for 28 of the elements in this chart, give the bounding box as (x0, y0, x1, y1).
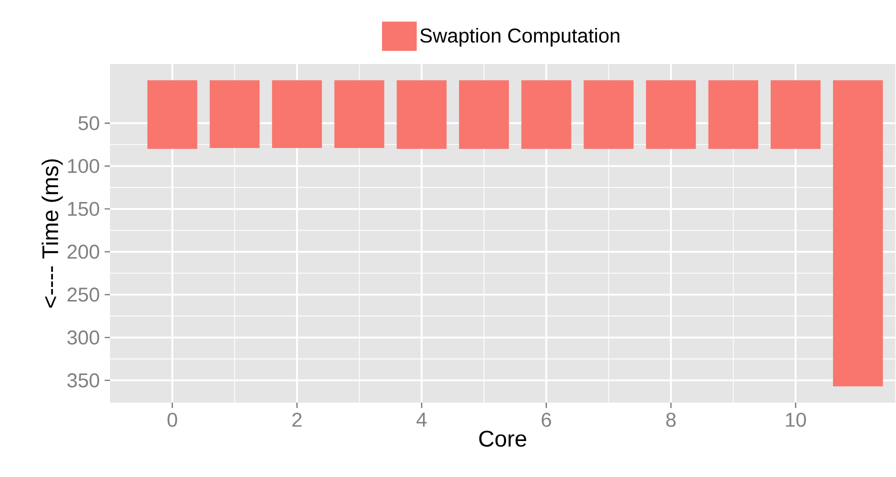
y-tick-label: 150 (68, 202, 100, 216)
x-tick-label: 10 (786, 412, 806, 427)
y-axis-title: <---- Time (ms) (42, 159, 63, 308)
bar (459, 80, 509, 149)
bar (833, 80, 883, 386)
y-tick-label: 250 (68, 287, 100, 302)
x-tick-label: 2 (292, 412, 302, 427)
x-axis-title: Core (479, 430, 526, 447)
legend-label: Swaption Computation (420, 28, 620, 46)
bar (646, 80, 696, 149)
y-tick-label: 300 (67, 330, 100, 344)
bar (708, 80, 758, 149)
y-tick-label: 200 (68, 244, 100, 259)
bar (272, 80, 322, 148)
x-tick-label: 6 (542, 412, 551, 427)
bar (210, 80, 260, 148)
y-tick-label: 100 (68, 158, 100, 173)
bar (770, 80, 821, 149)
bar (147, 80, 198, 149)
bar (334, 80, 384, 148)
y-tick-label: 350 (67, 373, 100, 388)
x-tick-label: 0 (168, 412, 178, 427)
x-tick-label: 4 (416, 412, 427, 426)
x-tick-label: 8 (666, 412, 676, 427)
y-tick-label: 50 (78, 116, 100, 130)
bar (521, 80, 572, 149)
bar (396, 80, 447, 149)
bar (584, 80, 634, 149)
